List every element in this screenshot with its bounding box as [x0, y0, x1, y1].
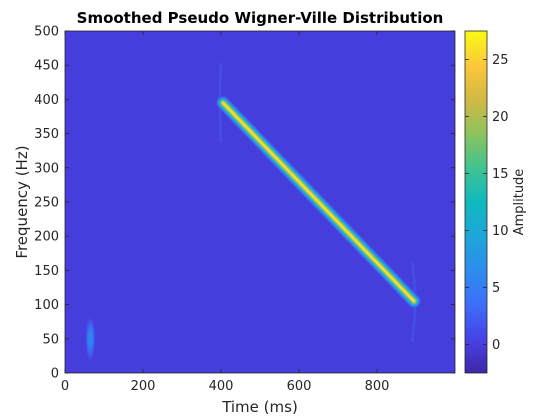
- y-tick-label: 500: [34, 25, 59, 40]
- y-tick-label: 250: [34, 196, 59, 211]
- y-axis: 0 50 100 150 200 250 300 350 400 450 500: [34, 25, 455, 382]
- colorbar-tick-label: 0: [492, 338, 500, 353]
- y-tick-label: 200: [34, 230, 59, 245]
- colorbar-tick-label: 15: [492, 167, 509, 182]
- y-tick-label: 150: [34, 264, 59, 279]
- y-tick-label: 450: [34, 59, 59, 74]
- y-tick-label: 300: [34, 161, 59, 176]
- x-axis: 0 200 400 600 800: [61, 31, 390, 394]
- heatmap-background: [65, 31, 455, 373]
- y-tick-label: 350: [34, 127, 59, 142]
- colorbar-tick-label: 25: [492, 53, 509, 68]
- x-tick-label: 400: [209, 379, 234, 394]
- x-axis-label: Time (ms): [221, 398, 298, 416]
- chirp-ridge-layer: [222, 102, 415, 302]
- colorbar-tick-label: 10: [492, 224, 509, 239]
- y-tick-label: 50: [42, 332, 59, 347]
- y-tick-label: 0: [51, 367, 59, 382]
- colorbar-tick-label: 20: [492, 110, 509, 125]
- pulse-component-layer: [88, 333, 92, 344]
- x-tick-label: 800: [365, 379, 390, 394]
- colorbar-gradient: [464, 30, 488, 374]
- x-tick-label: 200: [131, 379, 156, 394]
- y-tick-label: 400: [34, 93, 59, 108]
- plot-area: [64, 30, 456, 374]
- y-axis-label: Frequency (Hz): [13, 145, 31, 258]
- x-tick-label: 0: [61, 379, 69, 394]
- x-tick-label: 600: [287, 379, 312, 394]
- y-tick-label: 100: [34, 298, 59, 313]
- colorbar-label: Amplitude: [512, 169, 527, 236]
- colorbar-tick-label: 5: [492, 281, 500, 296]
- chart-title: Smoothed Pseudo Wigner-Ville Distributio…: [77, 9, 444, 27]
- colorbar: 0 5 10 15 20 25: [464, 30, 509, 374]
